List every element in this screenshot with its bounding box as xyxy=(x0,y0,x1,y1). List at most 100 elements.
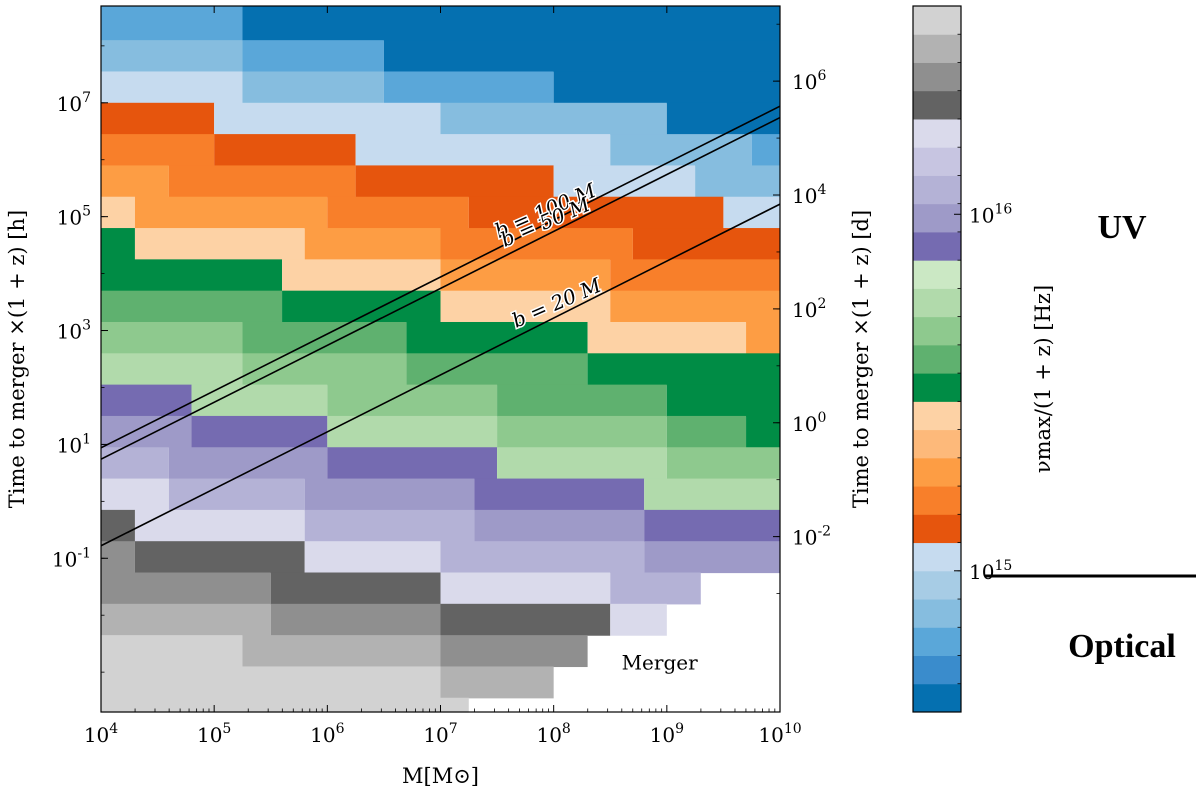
x-tick-label: 108 xyxy=(536,721,570,747)
colorbar-label: νmax/(1 + z) [Hz] xyxy=(1031,285,1055,473)
y-right-tick-label: 106 xyxy=(792,68,826,94)
y-right-tick-label: 102 xyxy=(792,296,826,322)
colorbar-swatch xyxy=(913,203,961,233)
heatmap-cell xyxy=(497,415,667,448)
heatmap-cell xyxy=(644,478,780,511)
heatmap-cell xyxy=(440,572,611,605)
line-2 xyxy=(100,116,781,460)
heatmap-cell xyxy=(242,321,407,354)
heatmap-cell xyxy=(644,541,780,574)
y-tick-label: 101 xyxy=(57,431,91,457)
heatmap-cell xyxy=(101,228,135,260)
y-right-tick-label: 100 xyxy=(792,410,826,436)
heatmap-cell xyxy=(270,572,441,605)
colorbar-swatch xyxy=(913,514,961,544)
colorbar-swatch xyxy=(913,6,961,35)
heatmap-cell xyxy=(666,415,747,448)
heatmap-cell xyxy=(327,415,498,448)
heatmap-cell xyxy=(101,478,169,511)
heatmap-cell xyxy=(242,353,407,386)
colorbar-swatch xyxy=(913,316,961,346)
y-tick-label: 103 xyxy=(57,318,91,344)
colorbar-swatch xyxy=(913,401,961,431)
heatmap-cell xyxy=(101,134,215,167)
heatmap-cell xyxy=(383,71,554,104)
x-tick-label: 104 xyxy=(84,721,118,747)
heatmap-cell xyxy=(440,259,611,292)
heatmap-cell xyxy=(101,259,283,292)
heatmap-cell xyxy=(610,290,780,323)
colorbar-swatch xyxy=(913,429,961,459)
y-tick-label: 107 xyxy=(57,90,91,116)
heatmap-cell xyxy=(666,102,780,135)
heatmap-cell xyxy=(355,165,554,198)
heatmap-cell xyxy=(440,666,554,699)
heatmap-cell xyxy=(242,6,781,41)
colorbar-swatch xyxy=(913,457,961,487)
colorbar-frame xyxy=(912,5,962,713)
heatmap-cell xyxy=(282,259,441,292)
heatmap-cell xyxy=(746,415,780,448)
heatmap-cell xyxy=(440,541,645,574)
heatmap-cell xyxy=(746,321,780,354)
heatmap-cell xyxy=(101,40,243,73)
heatmap-cell xyxy=(440,635,588,668)
heatmap-cell xyxy=(242,71,384,104)
heatmap-cell xyxy=(134,509,305,542)
line-1 xyxy=(100,105,781,449)
heatmap-cell xyxy=(587,353,780,386)
heatmap-cell xyxy=(632,228,780,260)
heatmap-cell xyxy=(406,353,588,386)
left-y-axis-ticks: 107 105 103 101 10-1 xyxy=(52,45,108,673)
heatmap-cell xyxy=(587,321,747,354)
heatmap-cell xyxy=(610,572,701,605)
heatmap-cell xyxy=(101,196,135,229)
heatmap-cell xyxy=(695,165,780,198)
heatmap-cell xyxy=(101,71,243,104)
colorbar-swatch xyxy=(913,118,961,148)
heatmap-cell xyxy=(101,541,135,574)
heatmap-cell xyxy=(214,102,441,135)
colorbar-swatch xyxy=(913,344,961,374)
heatmap-cell xyxy=(406,321,588,354)
line-3 xyxy=(100,203,781,547)
heatmap-cell xyxy=(355,134,611,167)
heatmap-cell xyxy=(101,697,469,713)
x-tick-label: 107 xyxy=(423,721,457,747)
x-axis-label: M[M⊙] xyxy=(402,764,479,788)
heatmap-cell xyxy=(101,603,271,636)
colorbar-swatch xyxy=(913,570,961,600)
heatmap-cell xyxy=(191,415,328,448)
heatmap-cell xyxy=(191,384,328,417)
colorbar-swatch xyxy=(913,62,961,92)
y-tick-label: 105 xyxy=(57,204,91,230)
colorbar-swatch xyxy=(913,260,961,289)
y-right-tick-label: 104 xyxy=(792,182,826,208)
heatmap-cell xyxy=(270,603,441,636)
heatmap-cell xyxy=(134,228,305,260)
colorbar-swatch xyxy=(913,627,961,657)
optical-label: Optical xyxy=(1068,628,1176,665)
heatmap-cell xyxy=(666,384,780,417)
heatmap-cell xyxy=(468,196,724,229)
heatmap-cell xyxy=(327,196,469,229)
colorbar: 1015 1016 xyxy=(912,5,1012,713)
heatmap-cell xyxy=(214,134,356,167)
heatmap-cell xyxy=(101,384,192,417)
uv-label: UV xyxy=(1097,209,1147,246)
colorbar-swatch xyxy=(913,683,961,713)
colorbar-swatch xyxy=(913,599,961,628)
colorbar-swatch xyxy=(913,175,961,205)
heatmap-cell xyxy=(101,165,169,198)
heatmap-cell xyxy=(304,478,475,511)
colorbar-swatch xyxy=(913,288,961,318)
colorbar-swatch xyxy=(913,147,961,176)
heatmap-cell xyxy=(610,134,752,167)
heatmap-cell xyxy=(134,196,328,229)
heatmap-cell xyxy=(101,6,243,41)
x-tick-label: 106 xyxy=(310,721,344,747)
colorbar-swatch xyxy=(913,90,961,120)
x-axis-ticks: 104 105 106 107 108 109 1010 xyxy=(84,6,802,747)
colorbar-swatch xyxy=(913,655,961,685)
